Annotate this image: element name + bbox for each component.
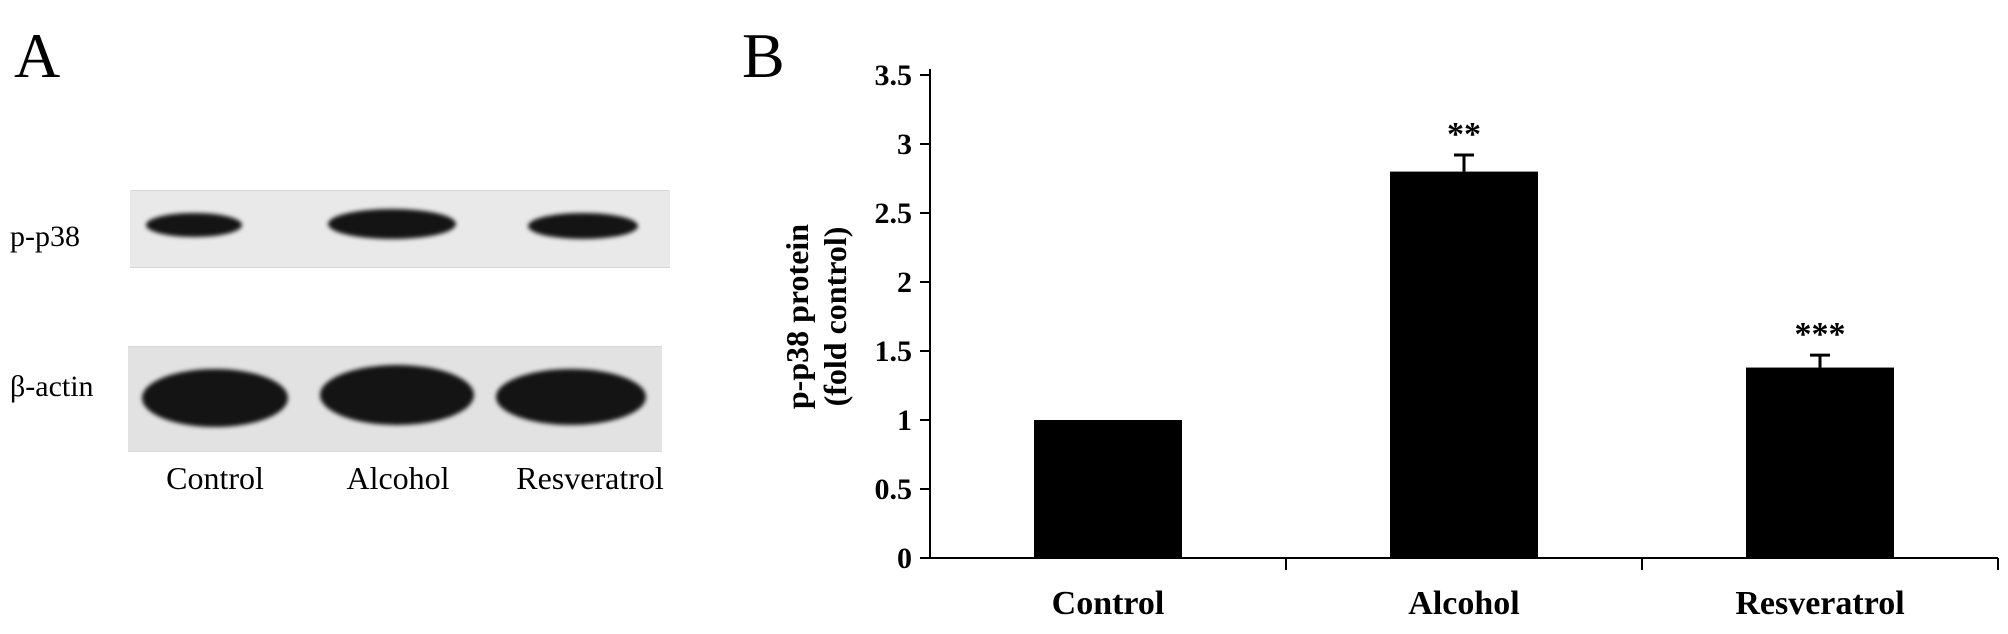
significance-label-alcohol: ** [1447,116,1481,153]
lane-label-control: Control [166,460,264,496]
panel-b-letter: B [742,20,785,91]
bar-resveratrol [1746,367,1894,558]
y-tick-label: 0.5 [875,473,913,506]
y-tick-label: 2 [897,266,912,299]
lane-label-alcohol: Alcohol [346,460,450,496]
blot-strip-beta-actin [128,346,662,452]
blot-strip-p-p38 [130,190,670,268]
band-p-p38-control [146,213,242,237]
band-beta-actin-alcohol [320,365,474,425]
y-tick-label: 1.5 [875,335,913,368]
y-tick-label: 0 [897,542,912,575]
bar-chart: 0 0.5 1 1.5 2 2.5 3 3.5 p-p38 protein (fold contr… [779,59,1999,622]
lane-label-resveratrol: Resveratrol [516,460,664,496]
y-axis-label: p-p38 protein [779,224,815,409]
row-label-beta-actin: β-actin [10,370,94,403]
category-label-resveratrol: Resveratrol [1735,585,1904,622]
band-beta-actin-control [142,369,288,427]
western-blot-panel: p-p38 β-actin Control Alcohol Resveratro… [0,0,700,634]
panel-a-letter: A [14,20,61,91]
significance-label-resveratrol: *** [1795,316,1846,353]
band-p-p38-alcohol [328,209,456,239]
y-tick-label: 2.5 [875,197,913,230]
y-axis-label: (fold control) [817,227,853,407]
y-tick-label: 3 [897,128,912,161]
y-tick-label: 3.5 [875,59,913,92]
category-label-alcohol: Alcohol [1408,585,1519,622]
bar-control [1034,420,1182,558]
band-p-p38-resveratrol [528,213,638,239]
bar-alcohol [1390,171,1538,558]
y-tick-label: 1 [897,404,912,437]
category-label-control: Control [1052,585,1165,622]
row-label-p-p38: p-p38 [10,220,80,253]
band-beta-actin-resveratrol [496,369,646,425]
